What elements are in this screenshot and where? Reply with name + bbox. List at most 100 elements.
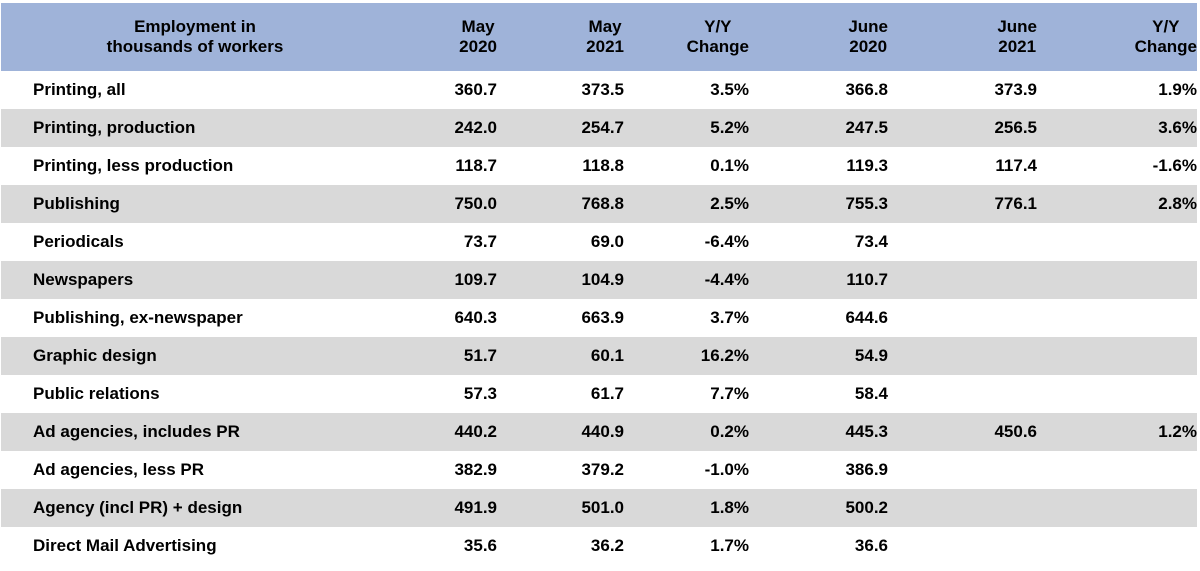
cell-june-2021 <box>888 489 1037 527</box>
cell-june-change <box>1037 375 1197 413</box>
header-category: Employment in thousands of workers <box>1 3 389 71</box>
row-label: Printing, less production <box>33 156 234 175</box>
cell-june-change: 2.8% <box>1037 185 1197 223</box>
table-row: Printing, production 242.0 254.7 5.2% 24… <box>1 109 1197 147</box>
cell-may-change: 1.7% <box>710 536 749 555</box>
cell-may-2021: 379.2 <box>581 460 624 479</box>
header-line: 2021 <box>586 37 624 56</box>
table-row: Publishing 750.0 768.8 2.5% 755.3 776.1 … <box>1 185 1197 223</box>
cell-june-2021: 450.6 <box>888 413 1037 451</box>
cell-june-change: 1.9% <box>1158 80 1197 99</box>
cell-june-2021 <box>888 299 1037 337</box>
cell-june-2021 <box>888 261 1037 299</box>
cell-may-change: 5.2% <box>624 109 749 147</box>
cell-may-2021: 69.0 <box>590 232 624 251</box>
header-line: 2021 <box>998 37 1037 56</box>
cell-may-2021: 440.9 <box>497 413 624 451</box>
cell-may-2021: 104.9 <box>497 261 624 299</box>
employment-table: Employment in thousands of workers May 2… <box>1 3 1197 565</box>
table-row: Direct Mail Advertising 35.6 36.2 1.7% 3… <box>1 527 1197 565</box>
row-label: Ad agencies, less PR <box>33 460 205 479</box>
cell-june-change <box>1037 527 1197 565</box>
cell-june-change <box>1037 489 1197 527</box>
header-june-yy-change: Y/Y Change <box>1037 3 1197 71</box>
header-line: Change <box>1134 37 1197 56</box>
table-row: Newspapers 109.7 104.9 -4.4% 110.7 <box>1 261 1197 299</box>
cell-may-2020: 73.7 <box>463 232 497 251</box>
cell-june-change: -1.6% <box>1152 156 1197 175</box>
cell-may-2021: 61.7 <box>590 384 624 403</box>
cell-june-2020: 386.9 <box>845 460 888 479</box>
header-line: 2020 <box>849 37 888 56</box>
cell-june-change <box>1037 261 1197 299</box>
cell-may-2020: 35.6 <box>463 536 497 555</box>
table-row: Ad agencies, less PR 382.9 379.2 -1.0% 3… <box>1 451 1197 489</box>
header-may-2020: May 2020 <box>389 3 497 71</box>
row-label: Printing, all <box>33 80 126 99</box>
header-may-2021: May 2021 <box>497 3 624 71</box>
cell-june-2020: 119.3 <box>846 156 888 175</box>
table-row: Graphic design 51.7 60.1 16.2% 54.9 <box>1 337 1197 375</box>
table-row: Printing, less production 118.7 118.8 0.… <box>1 147 1197 185</box>
cell-june-2020: 58.4 <box>854 384 888 403</box>
cell-may-change: -4.4% <box>624 261 749 299</box>
cell-june-2020: 247.5 <box>749 109 888 147</box>
cell-june-change <box>1037 299 1197 337</box>
header-line: June <box>848 17 888 36</box>
cell-may-2020: 242.0 <box>389 109 497 147</box>
cell-june-2021: 256.5 <box>888 109 1037 147</box>
row-label: Public relations <box>33 384 160 403</box>
cell-may-2020: 750.0 <box>389 185 497 223</box>
header-line: June <box>997 17 1037 36</box>
cell-may-2020: 640.3 <box>454 308 497 327</box>
header-row: Employment in thousands of workers May 2… <box>1 3 1197 71</box>
header-may-yy-change: Y/Y Change <box>624 3 749 71</box>
row-label: Direct Mail Advertising <box>33 536 217 555</box>
row-label: Periodicals <box>33 232 124 251</box>
cell-june-2020: 755.3 <box>749 185 888 223</box>
cell-june-change <box>1037 337 1197 375</box>
table-row: Ad agencies, includes PR 440.2 440.9 0.2… <box>1 413 1197 451</box>
header-line: May <box>588 17 622 36</box>
cell-may-change: 3.7% <box>710 308 749 327</box>
cell-may-2021: 768.8 <box>497 185 624 223</box>
cell-june-2020: 54.9 <box>749 337 888 375</box>
cell-may-change: 1.8% <box>624 489 749 527</box>
cell-may-change: 0.1% <box>710 156 749 175</box>
header-june-2021: June 2021 <box>888 3 1037 71</box>
cell-may-2020: 109.7 <box>389 261 497 299</box>
cell-june-change: 1.2% <box>1037 413 1197 451</box>
cell-june-change <box>1037 223 1197 261</box>
cell-june-2020: 500.2 <box>749 489 888 527</box>
cell-june-2021 <box>888 527 1037 565</box>
cell-may-2020: 57.3 <box>463 384 497 403</box>
row-label: Agency (incl PR) + design <box>1 489 389 527</box>
cell-june-2020: 73.4 <box>854 232 888 251</box>
cell-june-2021 <box>888 375 1037 413</box>
table-row: Public relations 57.3 61.7 7.7% 58.4 <box>1 375 1197 413</box>
cell-june-2021: 373.9 <box>994 80 1037 99</box>
row-label: Publishing <box>1 185 389 223</box>
cell-may-change: 2.5% <box>624 185 749 223</box>
cell-june-2021 <box>888 223 1037 261</box>
cell-june-2020: 36.6 <box>854 536 888 555</box>
cell-may-2021: 60.1 <box>497 337 624 375</box>
row-label: Publishing, ex-newspaper <box>33 308 243 327</box>
header-line: Y/Y <box>704 17 732 36</box>
table-row: Printing, all 360.7 373.5 3.5% 366.8 373… <box>1 71 1197 109</box>
row-label: Graphic design <box>1 337 389 375</box>
cell-june-2021 <box>888 337 1037 375</box>
cell-june-2021: 776.1 <box>888 185 1037 223</box>
cell-may-change: 0.2% <box>624 413 749 451</box>
table-row: Agency (incl PR) + design 491.9 501.0 1.… <box>1 489 1197 527</box>
cell-may-change: 16.2% <box>624 337 749 375</box>
cell-june-2020: 366.8 <box>845 80 888 99</box>
cell-june-2020: 110.7 <box>749 261 888 299</box>
header-line: thousands of workers <box>106 37 284 56</box>
cell-may-2020: 382.9 <box>454 460 497 479</box>
header-line: Change <box>686 37 749 56</box>
cell-june-2020: 644.6 <box>845 308 888 327</box>
table-row: Periodicals 73.7 69.0 -6.4% 73.4 <box>1 223 1197 261</box>
cell-may-2020: 118.7 <box>455 156 497 175</box>
cell-may-2020: 491.9 <box>389 489 497 527</box>
